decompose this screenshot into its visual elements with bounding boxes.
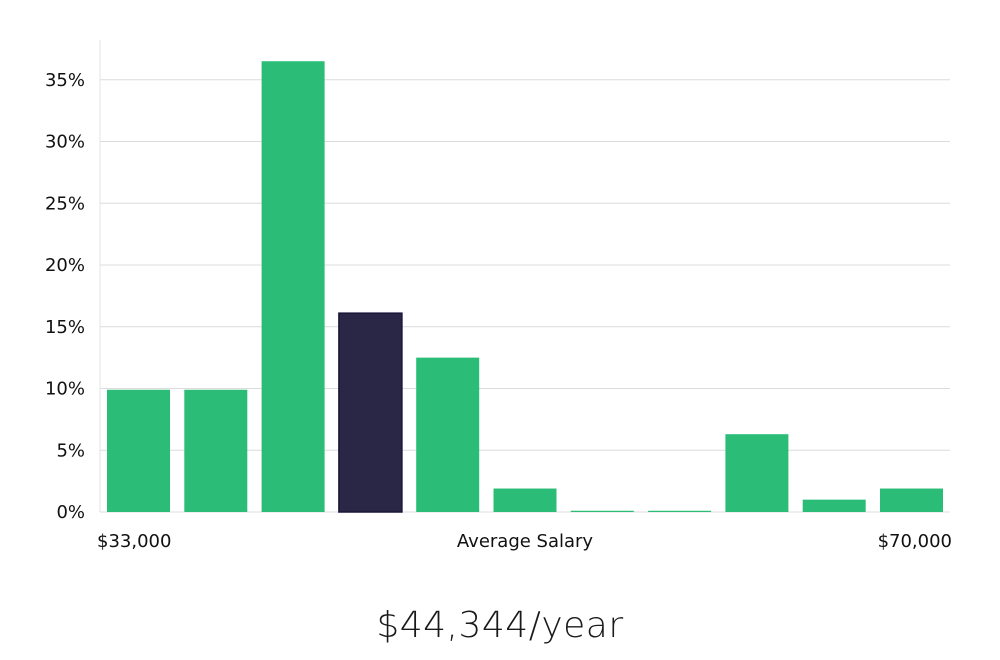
salary-histogram: 0% 5% 10% 15% 20% 25% 30% 35% $33,000 Average S… [45,40,952,552]
bar [648,510,712,512]
bar [493,488,557,512]
bar [880,488,943,512]
bar [725,434,789,512]
bar-highlighted [338,312,403,513]
x-axis-title: Average Salary [457,531,594,552]
y-tick-label: 25% [45,193,85,214]
y-tick-label: 30% [45,132,85,153]
y-tick-label: 5% [56,440,85,461]
bars [107,61,943,513]
bar [107,389,170,512]
y-axis-ticks: 0% 5% 10% 15% 20% 25% 30% 35% [45,70,85,523]
average-salary-caption: $44,344/year [376,605,624,646]
bar [261,61,325,512]
x-max-label: $70,000 [878,531,952,552]
y-tick-label: 10% [45,379,85,400]
y-tick-label: 20% [45,255,85,276]
bar [802,499,866,512]
x-min-label: $33,000 [97,531,171,552]
bar [416,357,480,512]
bar [184,389,248,512]
y-tick-label: 0% [56,502,85,523]
bar [570,510,634,512]
y-tick-label: 15% [45,317,85,338]
y-tick-label: 35% [45,70,85,91]
